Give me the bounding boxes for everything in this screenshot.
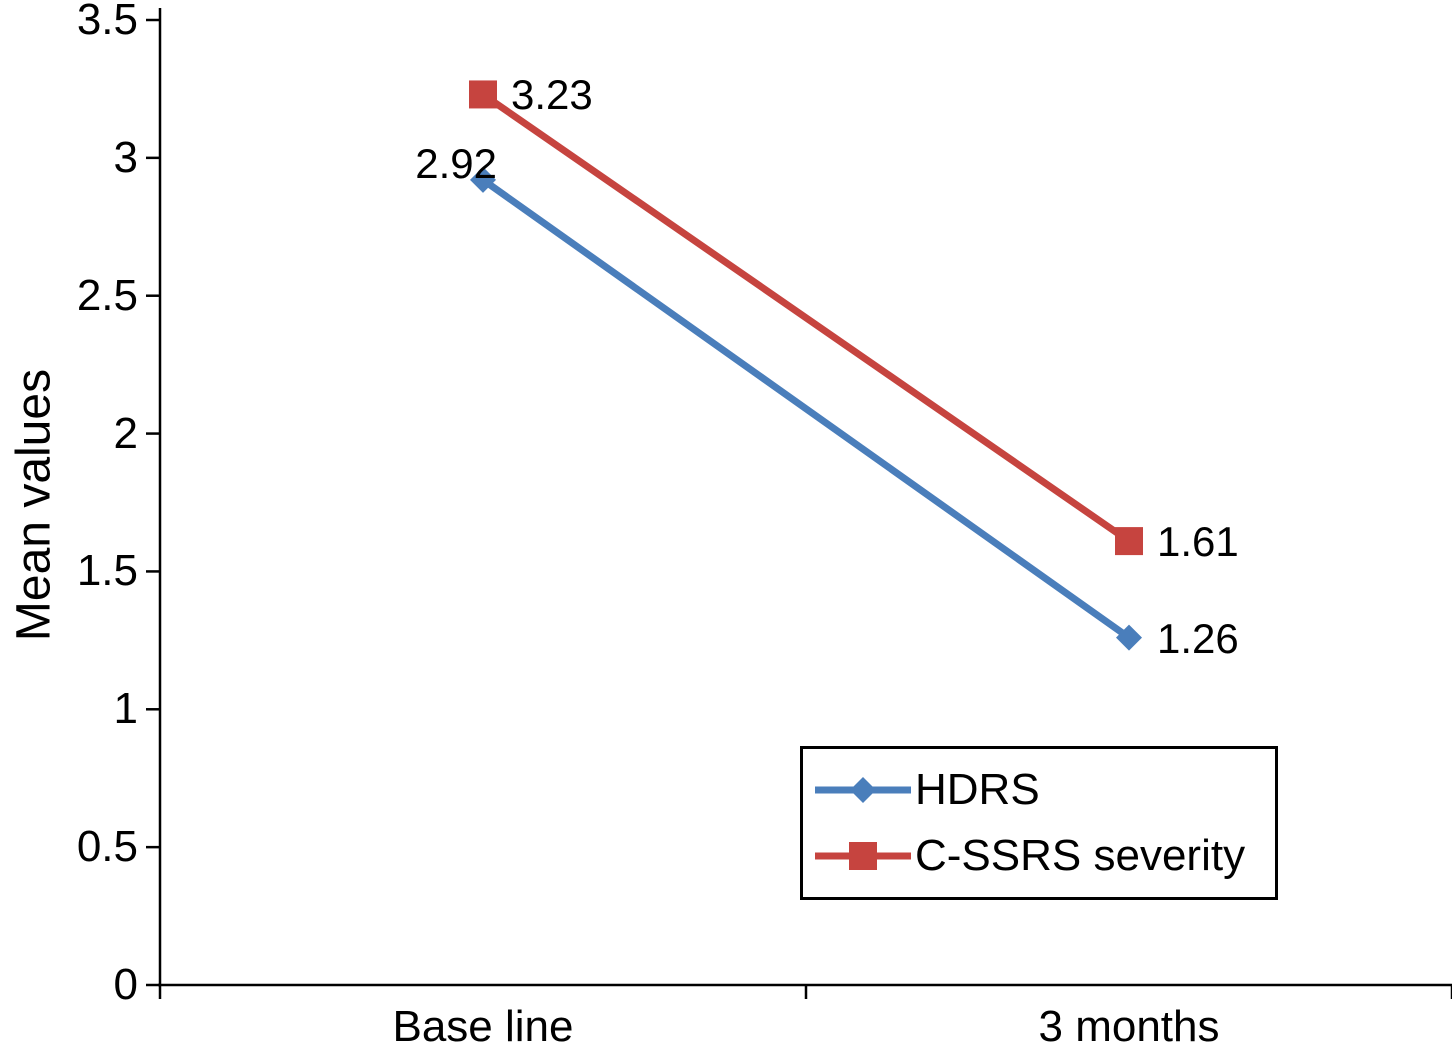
legend: HDRS C-SSRS severity <box>800 746 1278 900</box>
square-marker <box>469 80 497 109</box>
y-tick-label: 1 <box>113 684 138 734</box>
data-label: 3.23 <box>511 71 593 119</box>
x-category-label: 3 months <box>1038 1002 1220 1051</box>
diamond-marker <box>470 166 496 193</box>
legend-square-marker-icon <box>815 842 911 870</box>
legend-item-hdrs: HDRS <box>813 765 1265 815</box>
data-label: 1.26 <box>1157 614 1239 662</box>
legend-sample-marker <box>850 777 876 803</box>
data-label: 1.61 <box>1157 518 1239 566</box>
y-tick-label: 1.5 <box>76 546 138 596</box>
legend-sample-marker <box>849 842 877 870</box>
legend-series-name: C-SSRS severity <box>915 831 1246 880</box>
data-label: 2.92 <box>415 139 497 187</box>
y-tick-label: 3.5 <box>76 0 138 44</box>
series-line-c-ssrs-severity <box>479 90 1133 545</box>
diamond-marker <box>1116 624 1142 651</box>
y-tick-label: 3 <box>113 132 138 182</box>
y-tick-label: 2 <box>113 408 138 458</box>
legend-diamond-marker-icon <box>815 777 911 803</box>
x-category-label: Base line <box>392 1002 574 1051</box>
y-tick-label: 0.5 <box>76 822 138 872</box>
legend-series-name: HDRS <box>915 765 1040 814</box>
y-tick-label: 0 <box>113 960 138 1009</box>
square-marker <box>1115 527 1143 556</box>
legend-item-c-ssrs-severity: C-SSRS severity <box>813 831 1265 881</box>
series-line-hdrs <box>479 176 1133 642</box>
y-tick-label: 2.5 <box>76 270 138 320</box>
